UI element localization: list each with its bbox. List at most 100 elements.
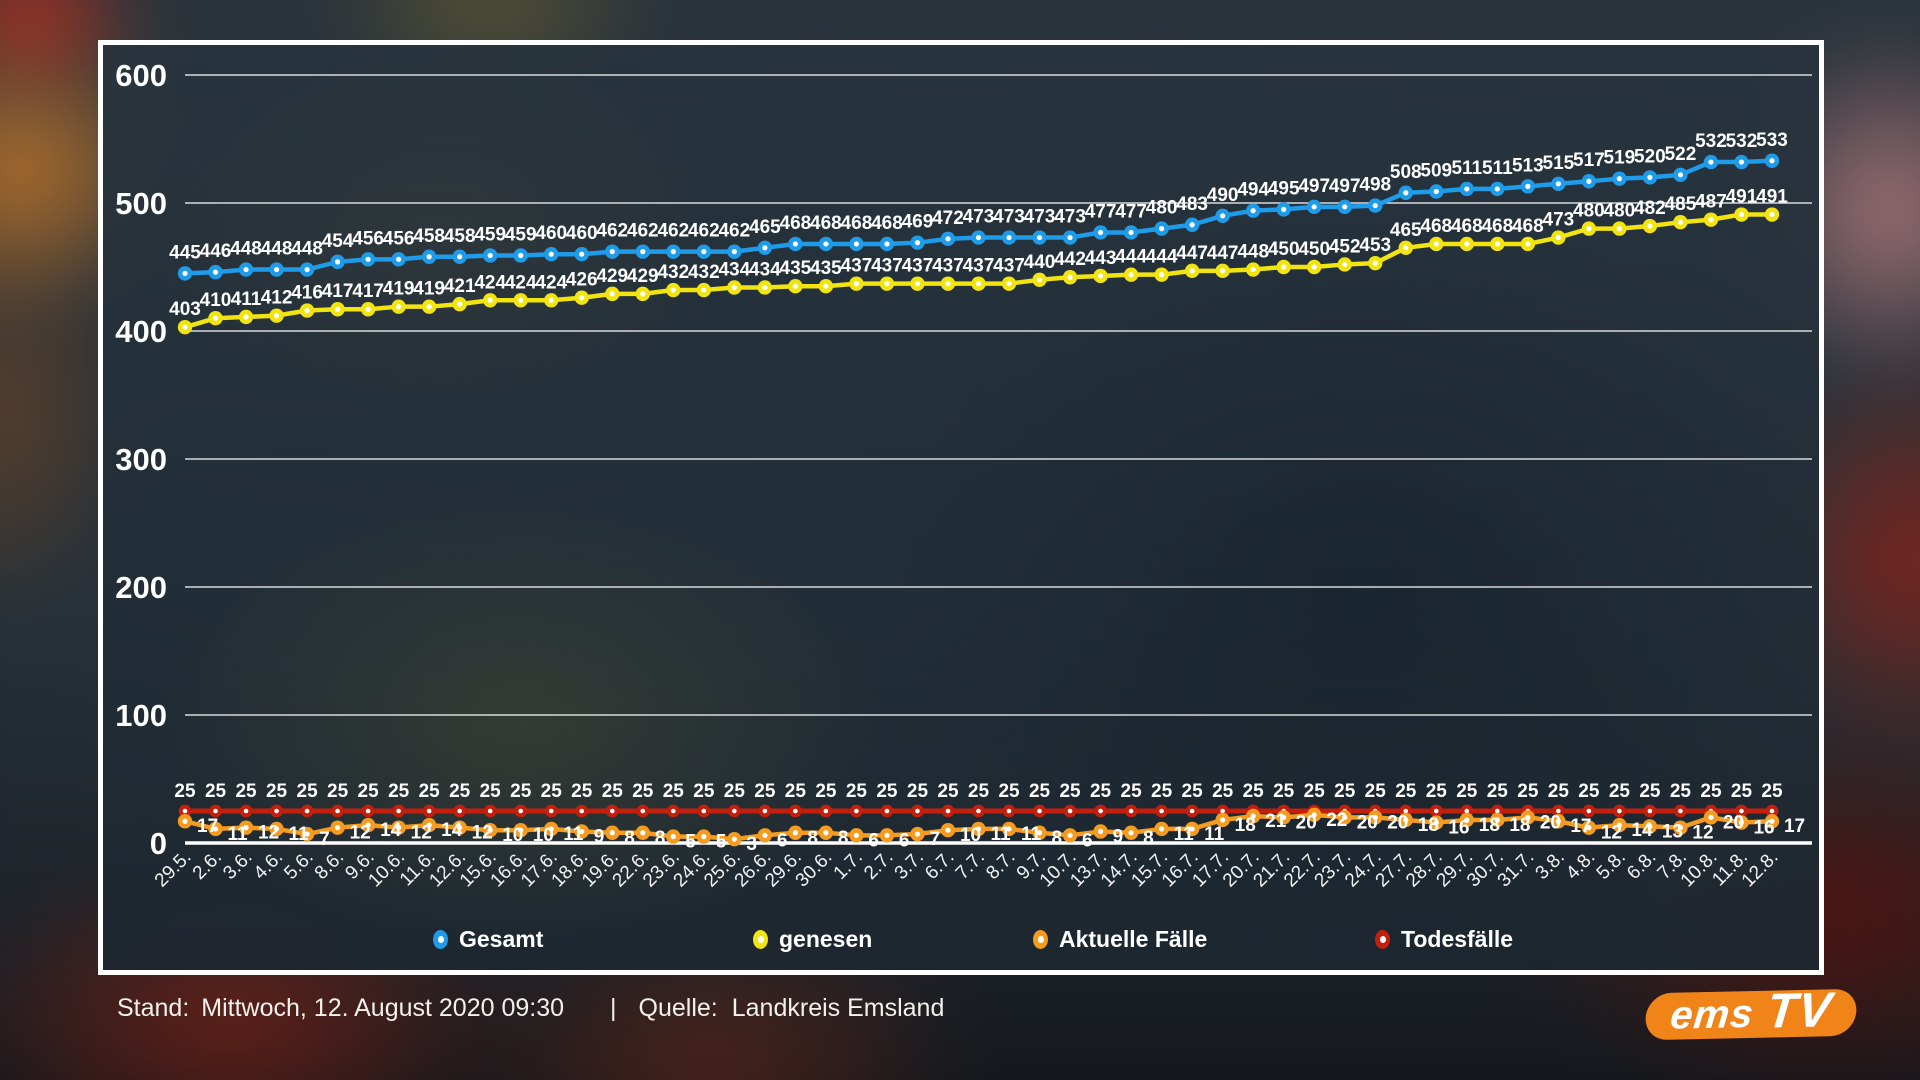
stand-value: Mittwoch, 12. August 2020 09:30 — [201, 994, 565, 1022]
value-label: 25 — [419, 781, 441, 802]
data-point-center — [884, 808, 890, 814]
data-point-center — [1525, 814, 1531, 821]
value-label: 25 — [571, 781, 593, 802]
value-label: 12 — [411, 823, 432, 844]
value-label: 18 — [1235, 815, 1256, 836]
data-point-center — [1067, 808, 1073, 814]
chart-legend: Gesamt genesen Aktuelle Fälle Todesfälle — [103, 923, 1819, 955]
covid-line-chart: 010020030040050060029.5.2.6.3.6.4.6.5.6.… — [115, 58, 1812, 891]
value-label: 419 — [383, 279, 415, 300]
data-point-center — [1189, 826, 1195, 832]
x-axis-label: 6.8. — [1623, 847, 1660, 884]
value-label: 8 — [1052, 828, 1063, 849]
data-point-center — [426, 254, 432, 260]
y-axis-label: 400 — [115, 314, 167, 349]
data-point-center — [945, 827, 951, 833]
data-point-center — [1372, 202, 1378, 209]
data-point-center — [701, 287, 707, 293]
data-point-center — [1128, 808, 1134, 814]
data-point-center — [975, 826, 982, 832]
data-point-center — [1738, 159, 1745, 165]
data-point-center — [334, 825, 341, 831]
data-point-center — [273, 313, 280, 319]
data-point-center — [304, 266, 310, 273]
value-label: 25 — [205, 781, 227, 802]
data-point-center — [487, 827, 493, 833]
data-point-center — [274, 808, 279, 814]
value-label: 491 — [1756, 187, 1788, 208]
data-point-center — [1006, 826, 1012, 832]
value-label: 12 — [350, 823, 371, 844]
x-axis-label: 3.7. — [891, 847, 928, 884]
data-point-center — [853, 241, 860, 247]
data-point-center — [396, 304, 402, 310]
value-label: 473 — [993, 207, 1025, 228]
value-label: 25 — [815, 781, 837, 802]
data-point-center — [1555, 181, 1561, 187]
emstv-logo-ems-text: ems — [1668, 991, 1757, 1038]
data-point-center — [1006, 281, 1012, 287]
value-label: 25 — [1151, 781, 1173, 802]
legend-marker-todesfaelle-icon — [1375, 929, 1390, 949]
value-label: 12 — [1601, 823, 1622, 844]
data-point-center — [1647, 174, 1653, 180]
value-label: 462 — [718, 221, 750, 242]
data-point-center — [487, 252, 493, 259]
data-point-center — [1738, 211, 1745, 218]
value-label: 25 — [174, 781, 196, 802]
x-axis-label: 3.6. — [219, 847, 256, 884]
value-label: 421 — [444, 276, 476, 297]
data-point-center — [1586, 178, 1592, 184]
value-label: 9 — [1113, 826, 1124, 847]
footer-separator: | — [610, 994, 617, 1022]
data-point-center — [1464, 808, 1470, 814]
value-label: 437 — [902, 256, 934, 277]
value-label: 18 — [1418, 815, 1439, 836]
value-label: 456 — [352, 228, 384, 249]
value-label: 508 — [1390, 162, 1422, 183]
data-point-center — [914, 831, 921, 837]
data-point-center — [334, 306, 341, 312]
value-label: 11 — [1021, 824, 1042, 845]
value-label: 25 — [1243, 781, 1265, 802]
data-point-center — [732, 808, 737, 814]
value-label: 424 — [474, 272, 506, 293]
value-label: 435 — [810, 258, 842, 279]
value-label: 429 — [596, 266, 628, 287]
value-label: 480 — [1604, 201, 1636, 222]
value-label: 485 — [1665, 194, 1697, 215]
data-point-center — [548, 251, 554, 257]
value-label: 25 — [235, 781, 257, 802]
value-label: 482 — [1634, 198, 1666, 219]
value-label: 465 — [749, 217, 781, 238]
data-point-center — [304, 808, 310, 814]
data-point-center — [1189, 222, 1195, 228]
value-label: 8 — [1143, 828, 1154, 849]
x-axis-label: 2.7. — [860, 847, 897, 884]
value-label: 14 — [441, 820, 463, 841]
data-point-center — [823, 283, 829, 289]
value-label: 437 — [871, 256, 903, 277]
y-axis-label: 200 — [115, 570, 167, 605]
value-label: 25 — [358, 781, 380, 802]
data-point-center — [945, 281, 951, 287]
value-label: 3 — [746, 834, 757, 855]
value-label: 448 — [291, 239, 323, 260]
data-point-center — [426, 304, 432, 310]
data-point-center — [457, 808, 462, 814]
data-point-center — [457, 301, 463, 307]
data-point-center — [1128, 229, 1134, 236]
value-label: 25 — [937, 781, 959, 802]
data-point-center — [1342, 814, 1348, 821]
value-label: 18 — [1509, 815, 1530, 836]
value-label: 25 — [1029, 781, 1051, 802]
value-label: 465 — [1390, 220, 1422, 241]
value-label: 437 — [841, 256, 873, 277]
value-label: 454 — [322, 231, 354, 252]
data-point-center — [1342, 261, 1348, 268]
data-point-center — [793, 808, 798, 814]
data-point-center — [579, 828, 585, 835]
data-point-center — [1678, 808, 1683, 814]
data-point-center — [334, 259, 341, 265]
value-label: 462 — [627, 221, 659, 242]
